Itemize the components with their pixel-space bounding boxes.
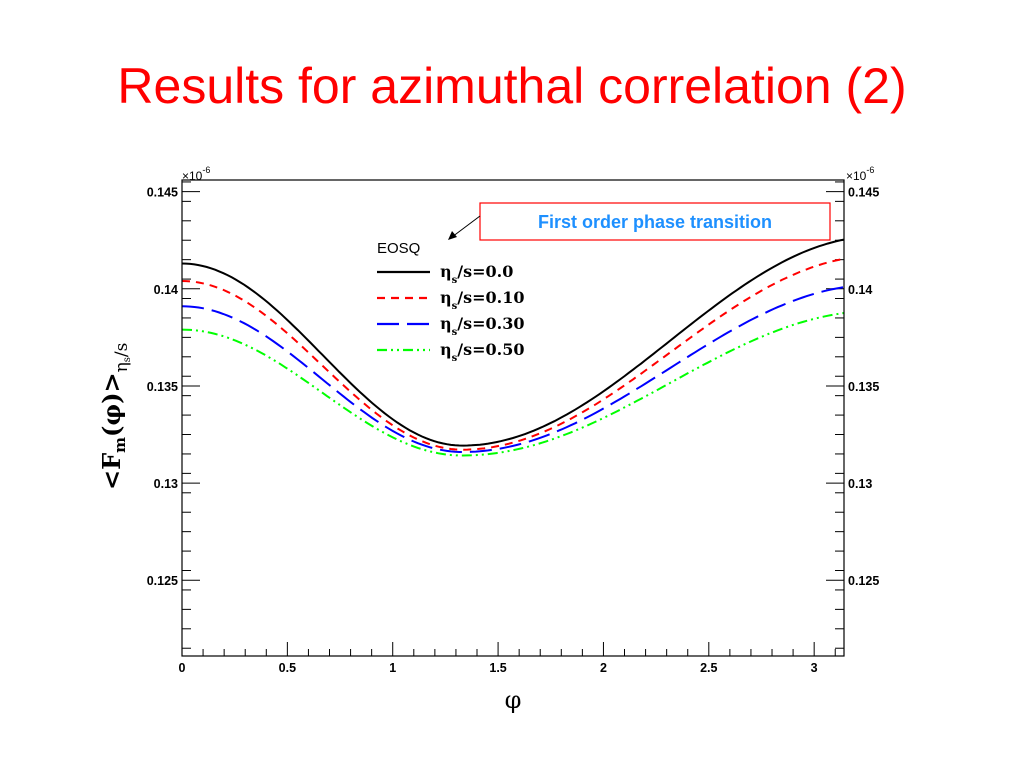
y-axis-title: <Fm(φ)>ηs/s [97,343,133,490]
x-tick-label: 1 [389,661,396,675]
y-tick-label-left: 0.13 [154,477,178,491]
scale-factor-left-base: ×10 [182,169,203,183]
y-tick-label-left: 0.14 [154,283,178,297]
slide-title: Results for azimuthal correlation (2) [117,58,907,114]
legend-label-tail: /s=0.10 [457,288,524,307]
tick-labels: 0 0.5 1 1.5 2 2.5 3 0.125 0.125 0.13 0.13 0.135 0.13… [147,186,880,675]
x-axis-title: φ [505,686,522,714]
y-axis-title-main: <F [97,453,126,490]
y-tick-label-left: 0.145 [147,186,178,200]
y-tick-label-left: 0.125 [147,574,178,588]
annotation-arrow-head [448,231,457,240]
x-tick-label: 0 [179,661,186,675]
y-axis-title-sub: m [111,437,129,453]
y-tick-label-right: 0.125 [848,574,879,588]
legend-label-0: ηs/s=0.0 [440,262,513,286]
legend-label-sub: s [452,301,458,312]
scale-factor-left: ×10-6 [182,165,210,183]
series-line-2 [181,286,845,453]
annotation-text: First order phase transition [538,212,772,232]
legend-label-main: η [440,314,452,333]
x-tick-label: 1.5 [489,661,506,675]
scale-factor-right: ×10-6 [846,165,874,183]
x-tick-label: 2.5 [700,661,717,675]
legend-label-sub: s [452,327,458,338]
scale-factor-right-base: ×10 [846,169,867,183]
x-tick-label: 2 [600,661,607,675]
x-tick-label: 3 [811,661,818,675]
y-tick-label-right: 0.13 [848,477,872,491]
plot-frame [181,179,845,657]
annotation-arrow-line [451,215,481,238]
y-tick-label-right: 0.145 [848,186,879,200]
series-line-3 [181,312,845,457]
legend-label-tail: /s=0.50 [457,340,524,359]
series-line-1 [181,257,845,451]
y-axis-title-suffix-sub: s [122,357,133,362]
y-axis-title-arg: (φ)> [97,372,126,437]
legend-label-main: η [440,288,452,307]
scale-factor-left-power: -6 [202,165,210,175]
legend-label-3: ηs/s=0.50 [440,340,525,364]
annotation-box [479,202,831,241]
series-curves [181,238,845,457]
legend-label-sub: s [452,275,458,286]
legend-label-tail: /s=0.0 [457,262,513,281]
series-line-0 [181,238,845,447]
legend-label-sub: s [452,353,458,364]
legend-label-main: η [440,340,452,359]
legend-label-tail: /s=0.30 [457,314,524,333]
legend-header: EOSQ [377,240,420,257]
annotation: First order phase transition [448,202,831,241]
x-tick-label: 0.5 [279,661,296,675]
y-tick-label-left: 0.135 [147,380,178,394]
y-tick-label-right: 0.135 [848,380,879,394]
legend-label-1: ηs/s=0.10 [440,288,525,312]
y-tick-label-right: 0.14 [848,283,872,297]
y-axis-title-suffix-tail: /s [112,343,132,357]
y-axis-title-suffix-main: η [112,362,132,372]
legend-label-2: ηs/s=0.30 [440,314,525,338]
scale-factor-right-power: -6 [866,165,874,175]
axis-ticks [181,181,844,656]
legend-label-main: η [440,262,452,281]
